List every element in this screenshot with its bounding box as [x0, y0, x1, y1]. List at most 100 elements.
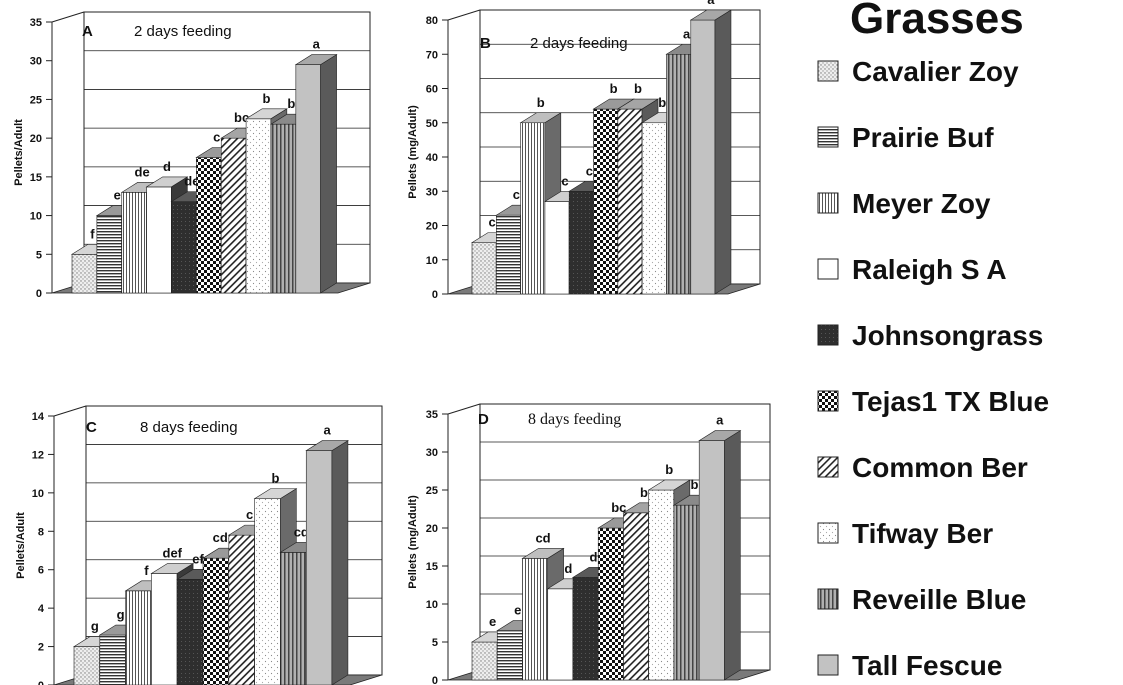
- y-tick-label: 6: [38, 565, 44, 577]
- y-tick-label: 0: [36, 288, 42, 300]
- significance-label: b: [665, 462, 673, 477]
- bar-front: [623, 512, 649, 681]
- bar-front: [666, 53, 691, 295]
- y-tick-label: 25: [30, 94, 42, 106]
- y-tick-label: 30: [426, 447, 438, 459]
- bar-top: [698, 430, 742, 441]
- bar-front: [597, 527, 624, 681]
- panel-letter: D: [478, 411, 489, 428]
- legend-swatch: [817, 126, 839, 148]
- bar-top: [616, 98, 660, 110]
- significance-label: e: [489, 614, 496, 629]
- bar-front: [496, 630, 523, 681]
- bar-front: [146, 186, 172, 294]
- bar-front: [196, 157, 222, 294]
- bar-top: [150, 563, 195, 574]
- bar-front: [572, 577, 599, 681]
- bar-side: [331, 440, 349, 685]
- significance-label: bc: [611, 500, 626, 515]
- y-tick-label: 35: [30, 17, 42, 29]
- significance-label: bc: [234, 110, 249, 125]
- axis-depth: [51, 11, 85, 23]
- legend-swatch: [817, 192, 839, 214]
- y-tick-label: 0: [432, 675, 438, 685]
- bar-top: [294, 54, 338, 65]
- significance-label: c: [246, 507, 253, 522]
- legend-swatch: [817, 258, 839, 280]
- legend-label: Prairie Buf: [852, 122, 994, 153]
- bar-front: [568, 190, 594, 295]
- significance-label: f: [90, 226, 95, 241]
- significance-label: ef: [192, 551, 204, 566]
- legend-label: Meyer Zoy: [852, 188, 991, 219]
- y-tick-label: 10: [32, 488, 44, 500]
- legend-item: Tejas1 TX Blue: [817, 386, 1049, 417]
- significance-label: c: [513, 187, 520, 202]
- legend-item: Reveille Blue: [817, 584, 1026, 615]
- axis-depth: [447, 403, 481, 415]
- legend-swatch: [817, 390, 839, 412]
- significance-label: g: [91, 619, 99, 634]
- significance-label: b: [610, 81, 618, 96]
- bar-front: [228, 534, 255, 685]
- bar-front: [151, 573, 178, 685]
- bar-front: [202, 557, 229, 685]
- legend-item: Tifway Ber: [817, 518, 993, 549]
- bar-front: [270, 123, 297, 294]
- significance-label: b: [271, 471, 279, 486]
- legend-label: Tejas1 TX Blue: [852, 386, 1049, 417]
- legend-swatch: [817, 522, 839, 544]
- bar-front: [617, 108, 643, 295]
- bar: [698, 430, 742, 681]
- legend-label: Johnsongrass: [852, 320, 1043, 351]
- y-tick-label: 0: [38, 680, 44, 685]
- chart-panel-a: 0 5 10 15 20 25 30 35 Pellets/Adult A 2 days feedi…: [13, 11, 371, 300]
- legend-item: Raleigh S A: [817, 254, 1007, 285]
- significance-label: c: [586, 163, 593, 178]
- panel-letter: B: [480, 35, 491, 52]
- legend: Grasses Cavalier Zoy Prairie Buf Meyer Zoy…: [817, 0, 1049, 681]
- bar-top: [145, 176, 189, 188]
- significance-label: g: [117, 607, 125, 622]
- legend-item: Prairie Buf: [817, 122, 994, 153]
- panel-title: 8 days feeding: [528, 411, 621, 428]
- axis-depth: [447, 9, 481, 21]
- significance-label: b: [640, 485, 648, 500]
- axis-depth: [53, 405, 87, 417]
- y-tick-label: 15: [30, 172, 42, 184]
- significance-label: b: [658, 95, 666, 110]
- legend-label: Raleigh S A: [852, 254, 1007, 285]
- bar: [305, 440, 349, 685]
- bar: [689, 9, 733, 295]
- bar-front: [648, 489, 675, 681]
- legend-label: Cavalier Zoy: [852, 56, 1019, 87]
- y-axis-label: Pellets (mg/Adult): [407, 105, 419, 199]
- y-tick-label: 5: [36, 249, 42, 261]
- bar-front: [73, 646, 100, 685]
- legend-title: Grasses: [850, 0, 1024, 43]
- y-tick-label: 30: [426, 186, 438, 198]
- bar-front: [593, 108, 619, 295]
- y-tick-label: 5: [432, 637, 438, 649]
- y-tick-label: 12: [32, 449, 44, 461]
- significance-label: e: [514, 603, 521, 618]
- y-tick-label: 4: [38, 603, 45, 615]
- significance-label: a: [716, 413, 724, 428]
- chart-panel-b: 0 10 20 30 40 50 60 70 80 Pellets (mg/Adult) B 2 da…: [407, 0, 761, 301]
- bar-front: [125, 590, 152, 685]
- legend-label: Tifway Ber: [852, 518, 993, 549]
- bar-front: [99, 634, 126, 685]
- bar-front: [176, 579, 204, 685]
- chart-panel-d: 0 5 10 15 20 25 30 35 Pellets (mg/Adult) D 8 days …: [407, 403, 771, 685]
- y-tick-label: 30: [30, 56, 42, 68]
- y-axis-label: Pellets/Adult: [15, 512, 27, 579]
- bar-top: [689, 9, 733, 21]
- bar-top: [305, 440, 349, 451]
- bar-front: [280, 552, 307, 685]
- y-tick-label: 70: [426, 49, 438, 61]
- y-tick-label: 14: [32, 411, 45, 423]
- panel-title: 8 days feeding: [140, 419, 238, 436]
- legend-item: Johnsongrass: [817, 320, 1043, 351]
- significance-label: a: [707, 0, 715, 7]
- y-tick-label: 20: [30, 133, 42, 145]
